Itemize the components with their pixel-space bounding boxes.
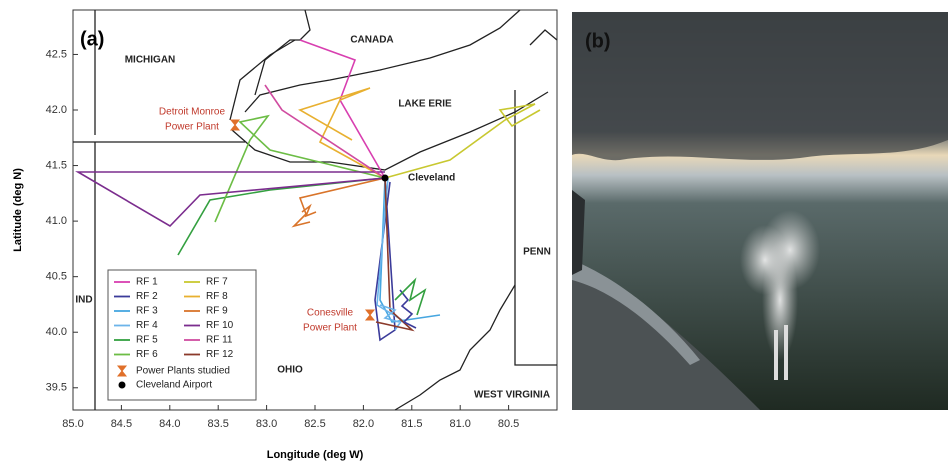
y-tick-label: 42.5 [46,48,67,60]
x-tick-label: 81.0 [449,418,470,430]
panel-label: (a) [80,28,104,50]
place-label: Cleveland [408,173,455,184]
legend-label: Cleveland Airport [136,380,212,391]
x-tick-label: 85.0 [62,418,83,430]
legend-label: RF 2 [136,291,158,302]
x-tick-label: 83.0 [256,418,277,430]
x-tick-label: 82.0 [353,418,374,430]
place-label: CANADA [350,35,393,46]
legend-label: RF 3 [136,306,158,317]
place-label: PENN [523,247,551,258]
place-label: OHIO [277,365,303,376]
legend-label: RF 5 [136,335,158,346]
legend-label: RF 11 [206,335,233,346]
y-tick-label: 39.5 [46,382,67,394]
legend-label: Power Plants studied [136,366,230,377]
legend-swatch [119,382,126,389]
x-tick-label: 81.5 [401,418,422,430]
photo: (b) [572,12,948,410]
plant-label: Power Plant [303,323,357,334]
legend-label: RF 8 [206,291,228,302]
x-tick-label: 83.5 [207,418,228,430]
legend-label: RF 9 [206,306,228,317]
figure: 85.0 84.5 84.0 83.5 83.0 82.5 82.0 81.5 81.0 80.5… [0,0,950,462]
y-tick-label: 41.0 [46,215,67,227]
place-label: WEST VIRGINIA [474,390,550,401]
y-tick-label: 40.0 [46,326,67,338]
x-axis-label: Longitude (deg W) [267,449,364,461]
place-label: LAKE ERIE [398,99,452,110]
legend-label: RF 6 [136,349,158,360]
x-tick-label: 84.5 [111,418,132,430]
place-label: MICHIGAN [125,55,176,66]
x-tick-label: 80.5 [498,418,519,430]
place-label: IND [75,295,92,306]
x-tick-label: 84.0 [159,418,180,430]
plant-label: Detroit Monroe [159,107,226,118]
y-axis-label: Latitude (deg N) [12,168,24,252]
legend-label: RF 1 [136,277,158,288]
airport-marker [382,175,389,182]
legend-label: RF 10 [206,320,234,331]
plant-label: Conesville [307,308,354,319]
legend-label: RF 4 [136,320,158,331]
y-tick-label: 40.5 [46,271,67,283]
legend-label: RF 7 [206,277,228,288]
x-tick-label: 82.5 [304,418,325,430]
y-tick-label: 42.0 [46,104,67,116]
y-tick-label: 41.5 [46,159,67,171]
legend-label: RF 12 [206,349,234,360]
panel-label: (b) [585,30,611,52]
plant-label: Power Plant [165,122,219,133]
